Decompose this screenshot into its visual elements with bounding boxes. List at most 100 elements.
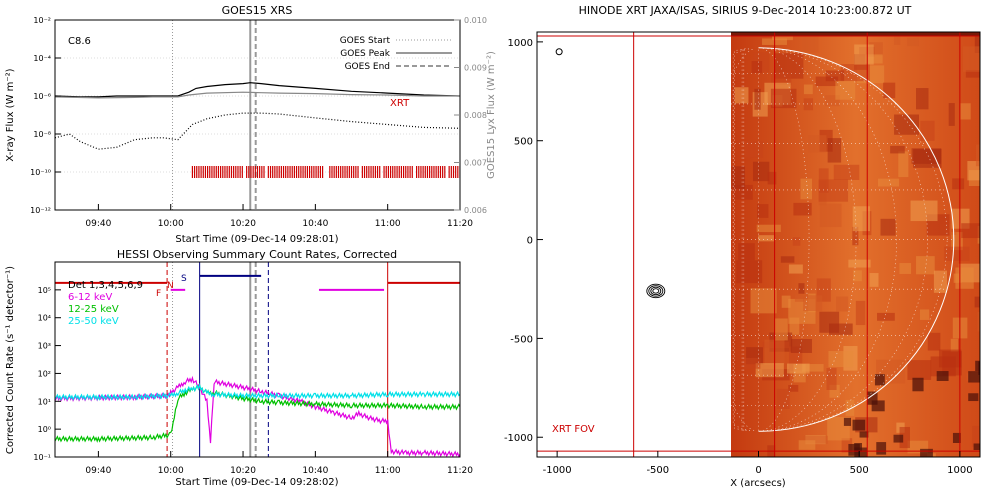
- texture-patch: [801, 32, 819, 53]
- texture-patch: [776, 388, 790, 409]
- texture-patch: [774, 318, 788, 341]
- texture-patch: [845, 399, 855, 416]
- dark-patch: [920, 448, 933, 457]
- hessi-state-bars: [55, 274, 460, 291]
- texture-patch: [800, 178, 813, 200]
- hessi-xtick-label: 10:20: [230, 466, 256, 476]
- texture-patch: [770, 88, 797, 109]
- texture-patch: [835, 80, 856, 100]
- texture-patch: [960, 103, 971, 120]
- texture-patch: [793, 202, 812, 216]
- texture-patch: [961, 223, 980, 239]
- xrt-xtick-label: 0: [755, 465, 761, 476]
- texture-patch: [789, 317, 800, 335]
- hessi-xtick-label: 09:40: [85, 466, 111, 476]
- hessi-xtick-label: 10:40: [302, 466, 328, 476]
- texture-patch: [781, 295, 791, 308]
- texture-patch: [948, 103, 955, 126]
- dark-patch: [978, 361, 980, 375]
- texture-patch: [962, 46, 980, 72]
- texture-patch: [979, 38, 980, 49]
- top-strip: [731, 32, 980, 36]
- texture-patch: [750, 288, 777, 314]
- xrt-xlabel: X (arcsecs): [730, 478, 786, 489]
- goes-x-ticks: 09:40 10:00 10:20 10:40 11:00 11:20: [85, 204, 473, 229]
- goes-ytick-label: 10⁻¹⁰: [30, 168, 51, 177]
- hessi-series-6-12 keV: [55, 375, 460, 457]
- contour-level: [650, 286, 662, 296]
- goes-legend: GOES Start GOES Peak GOES End: [340, 36, 452, 72]
- texture-patch: [975, 144, 980, 167]
- dark-patch: [973, 443, 980, 451]
- texture-patch: [815, 76, 839, 87]
- goes-ytick-label: 10⁻¹²: [30, 206, 51, 215]
- texture-patch: [829, 384, 840, 398]
- xrt-ytick-label: 500: [514, 137, 533, 148]
- texture-patch: [952, 178, 965, 190]
- dark-patch: [854, 447, 868, 457]
- hessi-series-12-25 keV: [55, 383, 460, 443]
- texture-patch: [841, 438, 853, 453]
- texture-patch: [910, 200, 938, 222]
- texture-patch: [767, 171, 777, 185]
- texture-patch: [852, 206, 870, 232]
- goes-series-lyman-alpha: [55, 91, 460, 99]
- hessi-y-ticks: 10⁵ 10⁴ 10³ 10² 10¹ 10⁰ 10⁻¹: [33, 286, 61, 462]
- goes-ytick-label: 10⁻²: [33, 16, 51, 25]
- longitude-line: [762, 48, 810, 431]
- texture-patch: [927, 332, 941, 351]
- goes-legend-label: GOES Peak: [340, 49, 390, 59]
- goes-legend-label: GOES Start: [340, 36, 391, 46]
- texture-patch: [919, 309, 930, 320]
- xrt-xtick-label: 1000: [947, 465, 972, 476]
- xrt-ytick-label: 0: [527, 236, 533, 247]
- texture-patch: [951, 232, 963, 251]
- texture-patch: [736, 260, 763, 284]
- xrt-x-ticks: -1000 -500 0 500 1000: [543, 451, 973, 476]
- hessi-title: HESSI Observing Summary Count Rates, Cor…: [117, 248, 397, 261]
- dark-patch: [854, 443, 862, 452]
- xrt-ytick-label: -1000: [504, 433, 533, 444]
- longitude-line: [770, 48, 897, 431]
- xrt-title: HINODE XRT JAXA/ISAS, SIRIUS 9-Dec-2014 …: [579, 4, 912, 17]
- hessi-ytick-label: 10¹: [38, 397, 51, 406]
- texture-patch: [955, 267, 974, 289]
- goes-xrs-panel: GOES15 XRS 09:40 10:00 10:20 10:40 11:00 11:2…: [5, 4, 497, 245]
- texture-patch: [754, 88, 761, 110]
- hessi-xtick-label: 11:20: [447, 466, 473, 476]
- texture-patch: [836, 296, 849, 312]
- goes-series-short: [55, 112, 460, 150]
- texture-patch: [826, 368, 837, 390]
- texture-patch: [920, 120, 935, 141]
- goes-ytick-label: 10⁻⁸: [33, 130, 51, 139]
- goes-ytick-label: 10⁻⁴: [33, 54, 51, 63]
- texture-patch: [786, 363, 810, 374]
- texture-patch: [916, 88, 929, 110]
- texture-patch: [907, 37, 919, 47]
- hessi-xtick-label: 11:00: [375, 466, 401, 476]
- hessi-plot-frame: [54, 261, 461, 458]
- xrt-fov-lines: [537, 32, 980, 457]
- dark-patch: [968, 371, 980, 383]
- goes-legend-label: GOES End: [345, 62, 390, 72]
- dark-patch: [859, 431, 869, 438]
- xrt-xtick-label: -500: [646, 465, 669, 476]
- goes-xtick-label: 10:40: [302, 219, 328, 229]
- hessi-panel: HESSI Observing Summary Count Rates, Cor…: [5, 248, 473, 488]
- texture-patch: [807, 135, 827, 153]
- goes-plot-frame: [54, 19, 461, 211]
- dark-patch: [975, 360, 980, 372]
- goes-ylabel: X-ray Flux (W m⁻²): [5, 68, 16, 161]
- texture-patch: [818, 179, 849, 202]
- dark-patch: [876, 442, 887, 455]
- hessi-ytick-label: 10⁻¹: [33, 453, 51, 462]
- texture-patch: [869, 273, 879, 287]
- xrt-ytick-label: 1000: [508, 38, 533, 49]
- texture-patch: [916, 256, 935, 275]
- hessi-flag-f: F: [156, 289, 161, 299]
- xrt-ytick-label: -500: [510, 334, 533, 345]
- texture-patch: [738, 243, 755, 261]
- texture-patch: [828, 323, 853, 335]
- texture-patch: [965, 69, 980, 78]
- goes-xlabel: Start Time (09-Dec-14 09:28:01): [175, 234, 338, 245]
